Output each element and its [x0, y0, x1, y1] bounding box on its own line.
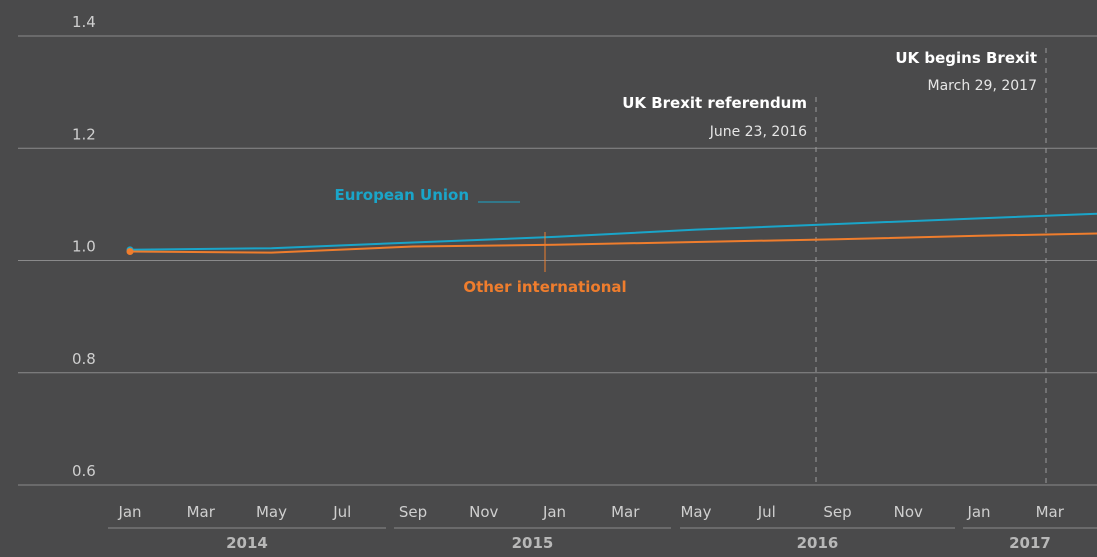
annotation-referendum-date: June 23, 2016: [709, 124, 807, 140]
y-tick-label: 1.0: [72, 238, 96, 256]
x-tick-label: Jul: [332, 503, 351, 521]
series-line-european-union: [130, 86, 1097, 250]
x-tick-label: Mar: [1036, 503, 1065, 521]
series-line-other-international: [130, 210, 1097, 253]
y-tick-label: 0.8: [72, 350, 96, 368]
y-tick-label: 1.4: [72, 13, 96, 31]
x-tick-label: Jan: [117, 503, 141, 521]
year-label: 2015: [512, 534, 554, 552]
series-lines: [127, 86, 1097, 255]
series-label-european-union: European Union: [334, 186, 520, 204]
y-tick-label: 0.6: [72, 462, 96, 480]
annotation-brexit-begins: UK begins Brexit March 29, 2017: [895, 49, 1037, 94]
eu-series-label: European Union: [334, 186, 469, 204]
x-tick-label: Jan: [966, 503, 990, 521]
y-tick-label: 1.2: [72, 125, 96, 143]
x-tick-label: Mar: [611, 503, 640, 521]
x-tick-label: Nov: [894, 503, 923, 521]
x-tick-label: Nov: [469, 503, 498, 521]
series-start-marker: [127, 248, 134, 255]
other-series-label: Other international: [463, 278, 626, 296]
gridlines: [18, 36, 1097, 485]
x-tick-label: May: [256, 503, 287, 521]
series-label-other-international: Other international: [463, 232, 626, 296]
x-tick-label: May: [680, 503, 711, 521]
annotation-brexit-date: March 29, 2017: [928, 78, 1037, 94]
x-tick-label: Sep: [399, 503, 427, 521]
year-label: 2016: [797, 534, 839, 552]
year-label: 2017: [1009, 534, 1051, 552]
year-label: 2014: [226, 534, 268, 552]
event-markers: [816, 48, 1046, 485]
x-axis: Jan Mar May Jul Sep Nov Jan Mar May Jul Sep Nov Jan M…: [108, 503, 1097, 552]
annotation-referendum: UK Brexit referendum June 23, 2016: [622, 94, 807, 140]
y-axis-ticks: 1.4 1.2 1.0 0.8 0.6: [72, 13, 96, 480]
x-tick-label: Jan: [542, 503, 566, 521]
annotation-referendum-title: UK Brexit referendum: [622, 94, 807, 112]
x-tick-label: Mar: [187, 503, 216, 521]
x-tick-label: Jul: [757, 503, 776, 521]
annotation-brexit-title: UK begins Brexit: [895, 49, 1037, 67]
x-tick-label: Sep: [823, 503, 851, 521]
